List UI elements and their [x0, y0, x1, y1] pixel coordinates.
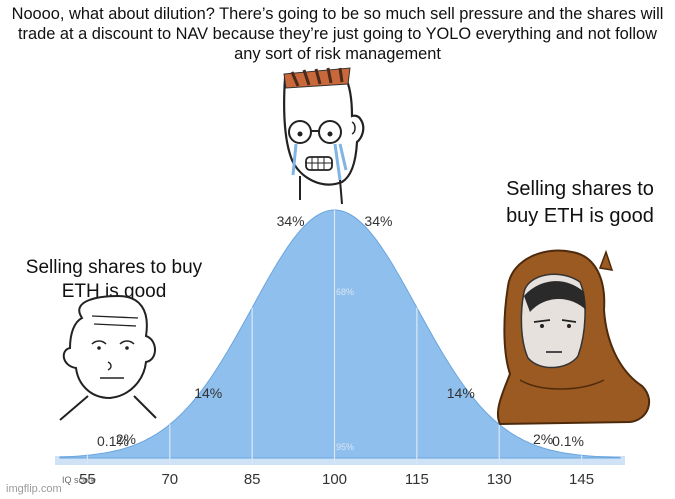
top-caption: Noooo, what about dilution? There’s goin… — [11, 5, 664, 63]
right-caption: Selling shares to buy ETH is good — [506, 178, 654, 227]
inner-label-68: 68% — [336, 287, 354, 297]
imgflip-watermark: imgflip.com — [6, 483, 62, 495]
inner-label-95: 95% — [336, 442, 354, 452]
x-tick-label: 145 — [569, 471, 594, 488]
crying-wojak-character — [283, 67, 365, 205]
segment-percent-label: 0.1% — [97, 433, 129, 449]
x-tick-label: 55 — [79, 471, 96, 488]
segment-percent-label: 14% — [194, 385, 222, 401]
hooded-monk-character — [496, 249, 651, 426]
percent-labels: 0.1%2%14%34% 34%14%2%0.1% — [97, 213, 584, 449]
left-caption: Selling shares to buy ETH is good — [25, 257, 203, 302]
segment-percent-label: 2% — [116, 431, 136, 447]
segment-percent-label: 34% — [277, 213, 305, 229]
simple-wojak-character — [59, 294, 157, 421]
segment-percent-label: 34% — [364, 213, 392, 229]
segment-percent-label: 2% — [533, 431, 553, 447]
standard-deviation-lines — [86, 210, 583, 464]
x-tick-label: 130 — [487, 471, 512, 488]
x-tick-labels: 55 70 85 100 115 130 145 — [79, 471, 594, 488]
axis-title: IQ score — [62, 475, 96, 485]
x-tick-label: 115 — [405, 471, 429, 488]
x-tick-label: 85 — [244, 471, 261, 488]
axis-bar — [55, 456, 625, 465]
x-tick-label: 70 — [161, 471, 178, 488]
segment-percent-label: 0.1% — [552, 433, 584, 449]
segment-percent-label: 14% — [447, 385, 475, 401]
bell-curve-area — [59, 209, 621, 459]
x-tick-label: 100 — [322, 471, 347, 488]
